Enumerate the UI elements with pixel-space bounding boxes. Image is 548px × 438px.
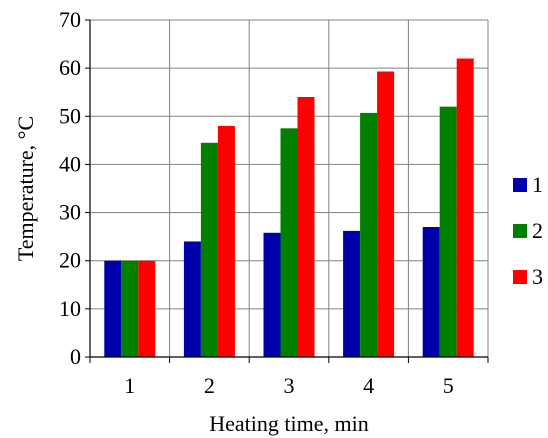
y-tick-label: 50 <box>59 103 81 128</box>
bar-series-3-cat-4 <box>377 71 395 358</box>
bar-series-3-cat-3 <box>297 97 315 358</box>
legend-swatch-1 <box>513 178 527 192</box>
y-tick-label: 60 <box>59 55 81 80</box>
bar-series-2-cat-5 <box>439 106 457 358</box>
y-tick-label: 40 <box>59 151 81 176</box>
x-tick-label: 4 <box>363 373 374 398</box>
legend-label-3: 3 <box>532 264 543 289</box>
bar-series-3-cat-1 <box>138 260 156 357</box>
bar-series-2-cat-2 <box>200 142 218 357</box>
legend-swatch-3 <box>513 270 527 284</box>
axes <box>89 20 488 358</box>
bar-series-1-cat-1 <box>104 260 122 357</box>
bar-series-1-cat-4 <box>343 230 361 357</box>
legend-label-2: 2 <box>532 218 543 243</box>
bar-series-2-cat-1 <box>121 260 139 357</box>
bar-series-1-cat-5 <box>422 227 440 357</box>
bar-series-3-cat-5 <box>456 58 474 358</box>
y-tick-labels: 0 10 20 30 40 50 60 70 <box>59 7 90 369</box>
bar-series-2-cat-3 <box>280 128 298 357</box>
y-tick-label: 30 <box>59 200 81 225</box>
x-tick-label: 2 <box>204 373 215 398</box>
grid <box>90 19 489 357</box>
y-tick-label: 10 <box>59 296 81 321</box>
y-tick-label: 0 <box>70 344 81 369</box>
legend-swatch-2 <box>513 224 527 238</box>
bar-series-3-cat-2 <box>217 125 235 358</box>
legend-label-1: 1 <box>532 172 543 197</box>
bar-series-1-cat-2 <box>183 241 201 357</box>
bars <box>104 58 474 358</box>
y-axis-title: Temperature, °C <box>13 116 38 261</box>
x-axis-title: Heating time, min <box>209 411 368 436</box>
bar-series-1-cat-3 <box>263 232 281 357</box>
legend: 1 2 3 <box>513 172 543 289</box>
y-tick-label: 70 <box>59 7 81 32</box>
bar-series-2-cat-4 <box>360 112 378 357</box>
x-tick-label: 5 <box>443 373 454 398</box>
x-tick-label: 1 <box>124 373 135 398</box>
x-tick-labels: 1 2 3 4 5 <box>89 357 489 398</box>
y-tick-label: 20 <box>59 248 81 273</box>
x-tick-label: 3 <box>284 373 295 398</box>
